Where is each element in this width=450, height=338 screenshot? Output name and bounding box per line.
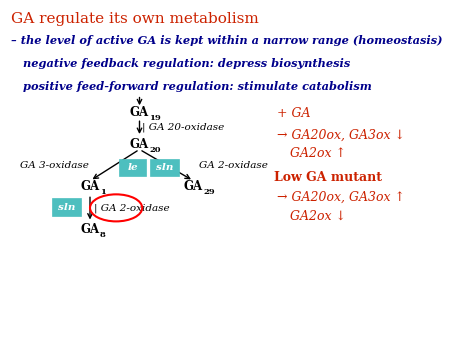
FancyBboxPatch shape xyxy=(150,159,179,176)
Text: GA: GA xyxy=(130,138,149,151)
Text: GA2ox ↑: GA2ox ↑ xyxy=(290,147,346,160)
Text: GA: GA xyxy=(130,106,149,119)
Text: 19: 19 xyxy=(149,114,161,122)
Text: Low GA mutant: Low GA mutant xyxy=(274,171,382,184)
Text: → GA20ox, GA3ox ↑: → GA20ox, GA3ox ↑ xyxy=(277,191,405,204)
FancyBboxPatch shape xyxy=(52,198,81,216)
Text: → GA20ox, GA3ox ↓: → GA20ox, GA3ox ↓ xyxy=(277,129,405,142)
FancyBboxPatch shape xyxy=(119,159,146,176)
Text: GA 2-oxidase: GA 2-oxidase xyxy=(199,161,268,170)
Text: 1: 1 xyxy=(100,188,106,196)
Text: 29: 29 xyxy=(203,188,215,196)
Text: | GA 20-oxidase: | GA 20-oxidase xyxy=(142,122,225,132)
Text: GA2ox ↓: GA2ox ↓ xyxy=(290,210,346,223)
Text: + GA: + GA xyxy=(277,107,310,120)
Text: le: le xyxy=(127,163,138,172)
Text: GA: GA xyxy=(81,180,99,193)
Text: 20: 20 xyxy=(149,146,161,154)
Text: GA: GA xyxy=(81,223,99,236)
Text: negative feedback regulation: depress biosynthesis: negative feedback regulation: depress bi… xyxy=(11,58,351,70)
Text: positive feed-forward regulation: stimulate catabolism: positive feed-forward regulation: stimul… xyxy=(11,81,372,93)
Text: GA 3-oxidase: GA 3-oxidase xyxy=(20,161,89,170)
Text: GA regulate its own metabolism: GA regulate its own metabolism xyxy=(11,12,259,26)
Text: sln: sln xyxy=(58,203,75,212)
Text: – the level of active GA is kept within a narrow range (homeostasis): – the level of active GA is kept within … xyxy=(11,35,443,47)
Text: 8: 8 xyxy=(100,231,106,239)
Text: | GA 2-oxidase: | GA 2-oxidase xyxy=(94,203,170,213)
Text: sln: sln xyxy=(156,163,173,172)
Text: GA: GA xyxy=(184,180,203,193)
